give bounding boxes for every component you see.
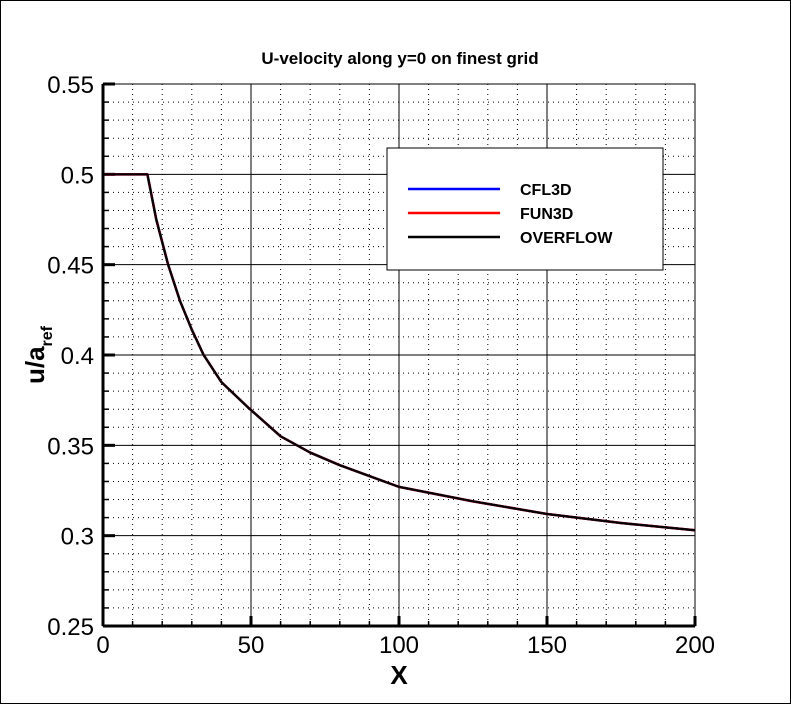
y-tick-label: 0.5 <box>61 162 94 189</box>
x-tick-label: 50 <box>238 632 265 659</box>
legend-label-cfl3d: CFL3D <box>520 182 572 199</box>
legend-label-fun3d: FUN3D <box>520 206 573 223</box>
y-tick-label: 0.25 <box>47 614 94 641</box>
legend: CFL3D FUN3D OVERFLOW <box>386 147 664 271</box>
y-tick-label: 0.4 <box>61 343 94 370</box>
chart-title: U-velocity along y=0 on finest grid <box>261 49 538 68</box>
x-tick-label: 100 <box>379 632 419 659</box>
series-line-overflow <box>103 173 696 532</box>
legend-label-overflow: OVERFLOW <box>520 230 613 247</box>
y-tick-label: 0.45 <box>47 253 94 280</box>
y-tick-label: 0.55 <box>47 72 94 99</box>
x-tick-label: 150 <box>527 632 567 659</box>
x-axis-label: X <box>390 660 408 690</box>
x-tick-label: 200 <box>675 632 715 659</box>
y-axis-label-main: u/a <box>20 346 50 384</box>
y-tick-label: 0.3 <box>61 524 94 551</box>
y-tick-label: 0.35 <box>47 433 94 460</box>
x-tick-label: 0 <box>96 632 109 659</box>
y-axis-label-subscript: ref <box>39 325 56 346</box>
legend-box <box>386 147 664 271</box>
y-axis-label: u/aref <box>20 325 56 384</box>
